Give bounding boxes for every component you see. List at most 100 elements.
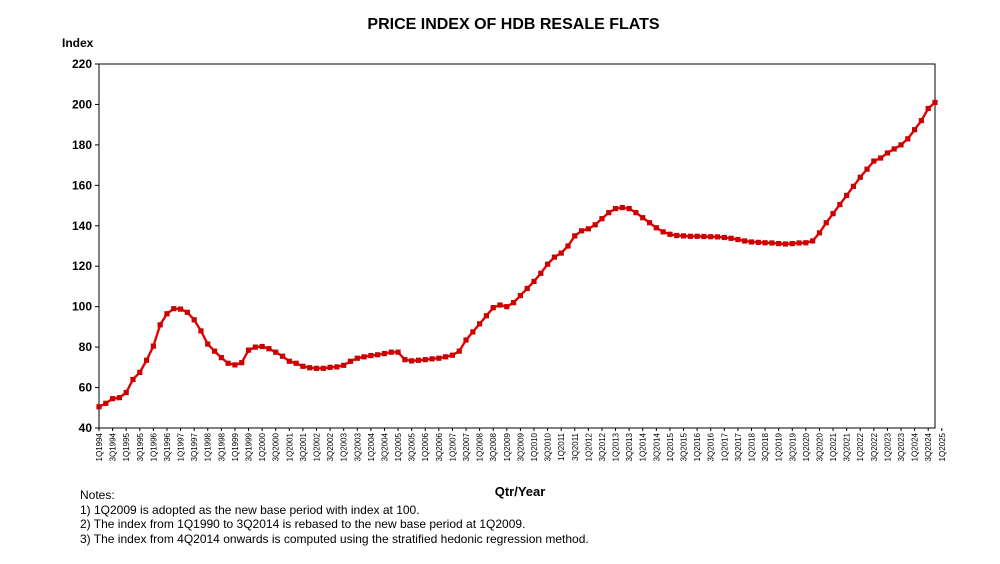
x-tick-label: 3Q2016: [707, 432, 716, 461]
x-tick-label: 1Q2008: [476, 432, 485, 461]
data-point: [905, 136, 911, 142]
x-tick-label: 1Q1994: [95, 432, 104, 461]
x-tick-label: 1Q2024: [911, 432, 920, 461]
x-tick-label: 3Q2003: [353, 432, 362, 461]
data-point: [769, 240, 775, 246]
data-point: [653, 225, 659, 231]
data-point: [225, 360, 231, 366]
x-tick-label: 1Q2004: [367, 432, 376, 461]
data-point: [286, 358, 292, 364]
data-point: [354, 355, 360, 361]
x-tick-label: 3Q2024: [924, 432, 933, 461]
x-tick-label: 1Q2023: [883, 432, 892, 461]
data-point: [932, 99, 938, 106]
data-point: [810, 238, 816, 244]
data-point: [470, 329, 476, 335]
data-point: [728, 235, 734, 241]
x-tick-label: 1Q2025: [938, 432, 947, 461]
data-point: [878, 155, 884, 161]
data-point: [388, 349, 394, 355]
note-1: 1) 1Q2009 is adopted as the new base per…: [80, 502, 420, 517]
data-point: [633, 210, 639, 216]
data-point: [619, 204, 625, 211]
y-tick-label: 200: [72, 97, 92, 111]
data-point: [708, 234, 714, 240]
data-point: [796, 240, 802, 246]
x-tick-label: 3Q2023: [897, 432, 906, 461]
x-tick-label: 1Q2011: [557, 432, 566, 460]
data-point: [884, 150, 891, 156]
data-point: [844, 192, 850, 199]
x-tick-label: 1Q1997: [177, 432, 186, 461]
data-point: [837, 201, 843, 208]
x-tick-label: 1Q2005: [394, 432, 403, 461]
data-point: [490, 305, 496, 311]
x-axis-title: Qtr/Year: [494, 484, 546, 499]
x-tick-label: 3Q2013: [625, 432, 634, 461]
x-tick-label: 3Q2019: [788, 432, 797, 461]
x-tick-label: 1Q2014: [639, 432, 648, 461]
data-point: [606, 210, 612, 216]
data-point: [755, 239, 761, 245]
x-tick-label: 1Q2019: [775, 432, 784, 461]
data-point: [164, 311, 170, 317]
data-point: [293, 360, 299, 366]
x-tick-label: 1Q2021: [829, 432, 838, 461]
x-tick-label: 1Q2000: [258, 432, 267, 461]
data-point: [925, 105, 931, 112]
data-point: [511, 300, 517, 306]
x-tick-label: 1Q2002: [312, 432, 321, 461]
data-point: [544, 261, 551, 267]
data-point: [143, 357, 150, 363]
x-tick-label: 1Q2012: [584, 432, 593, 461]
x-tick-label: 3Q1999: [245, 432, 254, 461]
data-point: [191, 317, 197, 323]
x-tick-label: 3Q2021: [843, 432, 852, 461]
data-point: [429, 356, 435, 362]
data-point: [96, 404, 102, 410]
x-tick-label: 3Q2005: [408, 432, 417, 461]
data-point: [871, 158, 877, 164]
chart-plot: 40 60 80 100 120 140 160 180 200 220 1Q1994 3Q1994…: [72, 57, 947, 461]
x-tick-label: 3Q1996: [163, 432, 172, 461]
x-tick-label: 1Q1996: [149, 432, 158, 461]
data-point: [327, 364, 333, 370]
data-point: [864, 166, 870, 172]
x-tick-label: 3Q2007: [462, 432, 471, 461]
data-point: [361, 354, 367, 360]
data-point: [721, 234, 727, 241]
data-point: [171, 306, 177, 312]
data-point: [415, 357, 422, 363]
data-point: [830, 211, 836, 217]
data-point: [578, 228, 585, 234]
x-tick-label: 3Q2010: [544, 432, 553, 461]
x-axis-ticks: 1Q1994 3Q1994 1Q1995 3Q1995 1Q1996 3Q1996 1Q19…: [95, 428, 947, 461]
data-point: [538, 270, 544, 276]
data-point: [259, 343, 265, 350]
y-tick-label: 80: [79, 340, 93, 354]
data-point: [585, 226, 591, 232]
data-point: [218, 355, 224, 361]
x-tick-label: 3Q1994: [109, 432, 118, 461]
data-point: [592, 222, 598, 228]
y-axis-ticks: 40 60 80 100 120 140 160 180 200 220: [72, 57, 99, 435]
data-point: [313, 365, 320, 371]
data-point: [443, 354, 449, 360]
data-point: [211, 348, 218, 354]
data-point: [449, 352, 456, 358]
x-tick-label: 1Q2010: [530, 432, 539, 461]
data-point: [239, 360, 245, 366]
x-tick-label: 3Q2008: [489, 432, 498, 461]
data-point: [898, 142, 904, 148]
data-point: [912, 127, 918, 133]
data-point: [572, 233, 578, 239]
data-point: [381, 350, 388, 357]
data-point: [252, 344, 258, 350]
data-point: [701, 233, 707, 240]
data-point: [320, 365, 326, 371]
note-3: 3) The index from 4Q2014 onwards is comp…: [80, 531, 589, 546]
x-tick-label: 1Q2003: [340, 432, 349, 461]
y-tick-label: 180: [72, 138, 92, 152]
data-point: [680, 233, 687, 239]
x-tick-label: 3Q2022: [870, 432, 879, 461]
